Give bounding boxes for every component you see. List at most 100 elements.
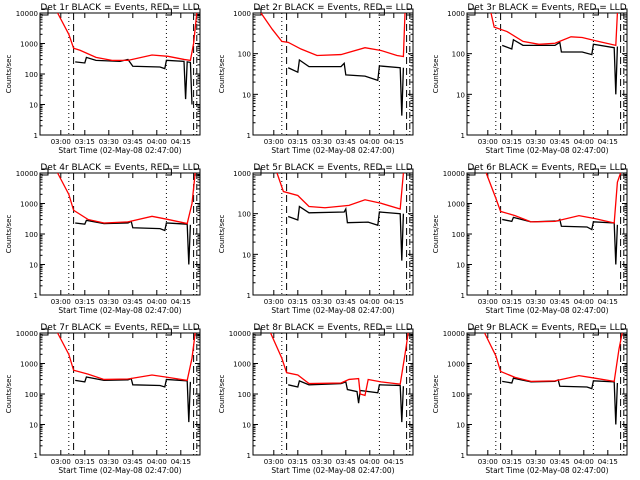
y-tick-label: 10000 [229,330,251,338]
bracket-marker [592,8,599,16]
lld-series-line [270,332,409,397]
lld-series-line [57,332,196,382]
bracket-marker [621,328,628,336]
y-tick-label: 10 [29,262,38,270]
x-tick-label: 03:00 [264,298,284,306]
lld-series-line [260,12,406,58]
x-axis-label: Start Time (02-May-08 02:47:00) [271,306,394,315]
x-tick-label: 03:00 [264,458,284,466]
bracket-marker [469,8,476,16]
x-tick-label: 03:45 [123,138,143,146]
y-tick-label: 100 [452,231,465,239]
plot-frame [252,172,414,296]
plot-frame [39,172,201,296]
x-tick-label: 03:00 [478,138,498,146]
y-axis-label: Counts/sec [5,55,13,94]
y-axis-label: Counts/sec [218,375,226,414]
y-tick-label: 10000 [16,170,38,178]
x-tick-label: 03:00 [478,458,498,466]
x-tick-label: 03:00 [51,138,71,146]
x-tick-label: 04:15 [598,138,618,146]
panel-title: Det 3r BLACK = Events, RED = LLD [467,3,626,13]
x-tick-label: 03:45 [336,458,356,466]
x-axis-label: Start Time (02-May-08 02:47:00) [485,306,608,315]
y-tick-label: 1 [34,452,38,460]
x-tick-label: 03:15 [502,138,522,146]
panel-det-7: Det 7r BLACK = Events, RED = LLD 1 10 100 10… [5,323,201,475]
x-tick-label: 03:15 [502,298,522,306]
plot-frame [252,12,414,136]
bracket-marker [592,328,599,336]
panel-title: Det 7r BLACK = Events, RED = LLD [40,323,199,333]
x-tick-label: 04:00 [360,138,380,146]
y-tick-label: 1 [461,292,465,300]
bracket-marker [165,8,172,16]
plot-frame [252,332,414,456]
y-tick-label: 10 [242,251,251,259]
y-tick-label: 1 [247,452,251,460]
x-tick-label: 04:15 [598,298,618,306]
x-axis-label: Start Time (02-May-08 02:47:00) [271,466,394,475]
panel-title: Det 5r BLACK = Events, RED = LLD [253,163,412,173]
x-tick-label: 03:00 [51,298,71,306]
y-axis-label: Counts/sec [5,375,13,414]
panel-det-4: Det 4r BLACK = Events, RED = LLD 1 10 100 10… [5,163,201,315]
y-tick-label: 1000 [20,201,38,209]
plot-frame [466,332,628,456]
x-axis-label: Start Time (02-May-08 02:47:00) [485,466,608,475]
y-tick-label: 100 [238,391,251,399]
bracket-marker [407,8,414,16]
x-axis-label: Start Time (02-May-08 02:47:00) [271,146,394,155]
lld-series-line [490,12,619,47]
y-tick-label: 100 [25,231,38,239]
y-tick-label: 100 [238,211,251,219]
y-tick-label: 1000 [233,170,251,178]
y-tick-label: 1000 [233,361,251,369]
y-tick-label: 10 [242,91,251,99]
bracket-marker [42,168,49,176]
x-tick-label: 04:15 [384,458,404,466]
x-tick-label: 03:15 [502,458,522,466]
bracket-marker [194,168,201,176]
x-tick-label: 04:15 [171,458,191,466]
y-tick-label: 100 [452,391,465,399]
x-tick-label: 03:30 [526,458,546,466]
y-tick-label: 1000 [447,361,465,369]
panel-title: Det 4r BLACK = Events, RED = LLD [40,163,199,173]
lld-series-line [485,172,622,224]
panel-det-5: Det 5r BLACK = Events, RED = LLD 1 10 100 10… [218,163,414,315]
y-axis-label: Counts/sec [432,215,440,254]
x-tick-label: 03:00 [478,298,498,306]
bracket-marker [592,168,599,176]
bracket-marker [255,168,262,176]
x-axis-label: Start Time (02-May-08 02:47:00) [485,146,608,155]
bracket-marker [378,8,385,16]
panel-det-3: Det 3r BLACK = Events, RED = LLD 1 10 100 10… [432,3,628,155]
x-tick-label: 03:00 [264,138,284,146]
events-series-line [75,219,192,265]
panel-title: Det 9r BLACK = Events, RED = LLD [467,323,626,333]
events-series-line [288,379,405,423]
y-tick-label: 10000 [16,330,38,338]
x-tick-label: 04:00 [147,138,167,146]
x-axis-label: Start Time (02-May-08 02:47:00) [58,306,181,315]
bracket-marker [194,328,201,336]
x-tick-label: 03:30 [526,298,546,306]
x-tick-label: 04:15 [384,138,404,146]
plot-frame [466,172,628,296]
panel-det-2: Det 2r BLACK = Events, RED = LLD 1 10 100 10… [218,3,414,155]
x-tick-label: 04:00 [574,458,594,466]
panel-det-9: Det 9r BLACK = Events, RED = LLD 1 10 100 10… [432,323,628,475]
lld-series-line [57,12,198,62]
plot-frame [39,332,201,456]
y-tick-label: 100 [25,71,38,79]
x-tick-label: 04:00 [147,298,167,306]
x-tick-label: 03:45 [123,458,143,466]
y-axis-label: Counts/sec [218,55,226,94]
bracket-marker [378,328,385,336]
events-series-line [502,377,619,425]
y-tick-label: 1000 [233,10,251,18]
events-series-line [75,56,193,105]
panel-det-1: Det 1r BLACK = Events, RED = LLD 1 10 100 10… [5,3,201,155]
